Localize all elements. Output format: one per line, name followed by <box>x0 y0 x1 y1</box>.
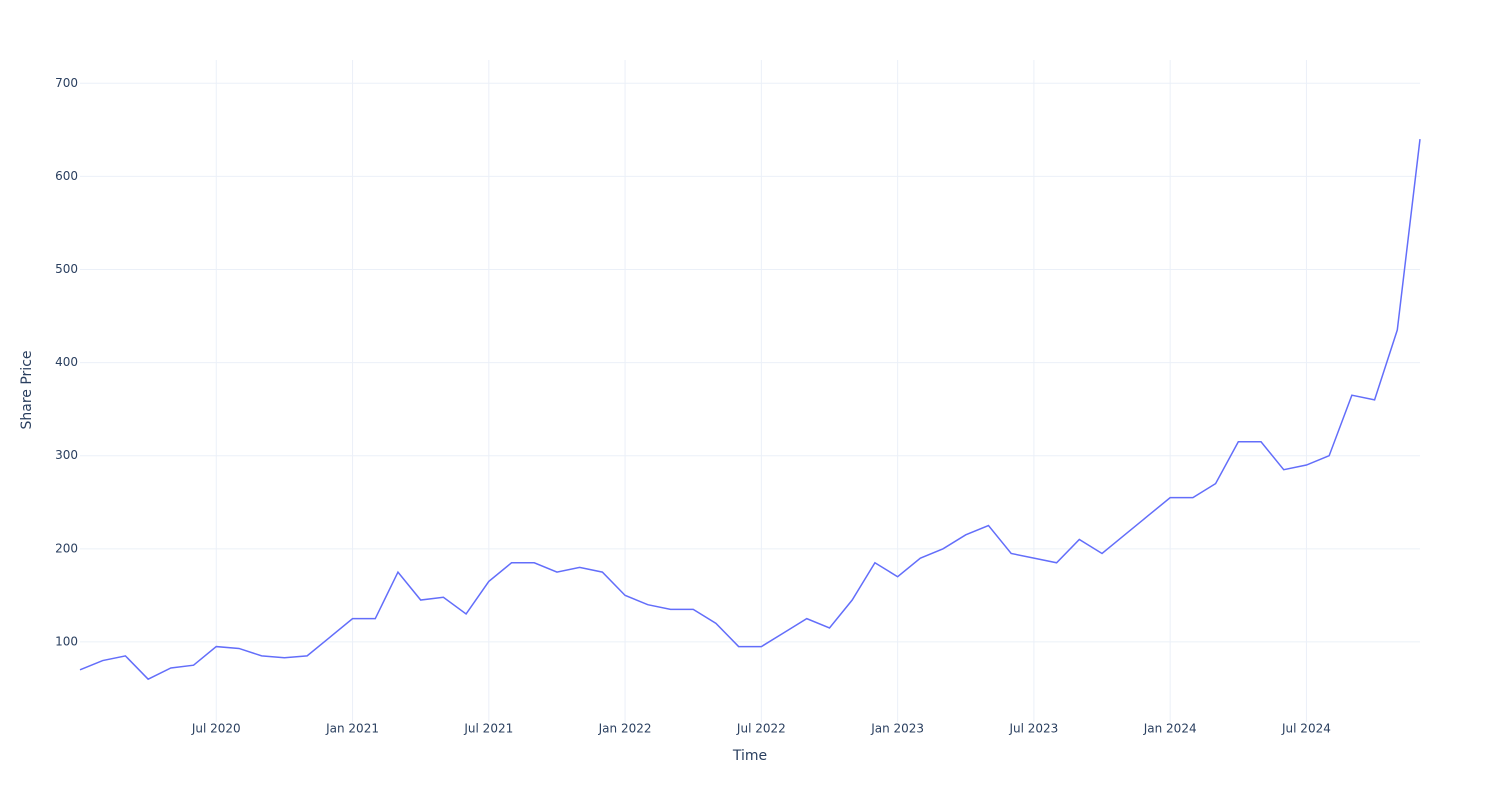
x-tick-label: Jan 2023 <box>870 722 924 736</box>
line <box>79 139 1421 681</box>
x-tick-label: Jul 2024 <box>1281 722 1331 736</box>
x-tick-label: Jul 2020 <box>191 722 241 736</box>
x-tick-label: Jan 2024 <box>1143 722 1197 736</box>
x-tick-label: Jul 2023 <box>1008 722 1058 736</box>
grid <box>80 60 1420 722</box>
y-tick-label: 600 <box>55 169 78 183</box>
x-tick-label: Jan 2022 <box>598 722 652 736</box>
y-tick-label: 100 <box>55 634 78 648</box>
y-tick-label: 300 <box>55 448 78 462</box>
y-tick-label: 200 <box>55 541 78 555</box>
x-axis-title: Time <box>732 748 767 764</box>
y-tick-label: 700 <box>55 76 78 90</box>
x-tick-label: Jul 2022 <box>736 722 786 736</box>
x-tick-label: Jul 2021 <box>463 722 513 736</box>
y-tick-label: 400 <box>55 355 78 369</box>
y-tick-label: 500 <box>55 262 78 276</box>
x-tick-label: Jan 2021 <box>325 722 379 736</box>
y-axis-title: Share Price <box>19 350 35 429</box>
